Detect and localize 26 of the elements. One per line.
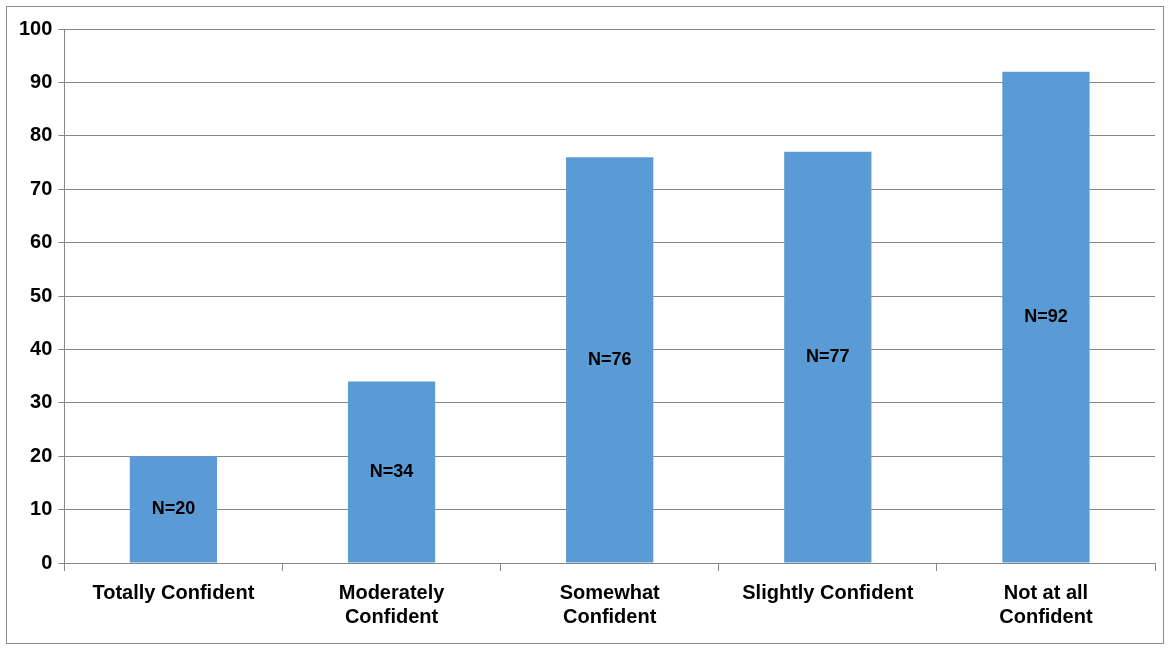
bar — [129, 456, 218, 563]
data-label: N=76 — [587, 348, 632, 369]
data-label: N=20 — [151, 498, 196, 519]
y-tick-label: 70 — [30, 176, 53, 199]
data-label: N=77 — [806, 346, 850, 367]
x-tick-label: Somewhat Confident — [559, 580, 661, 627]
data-label: N=92 — [1024, 306, 1068, 327]
x-tick-label: Not at all Confident — [999, 580, 1093, 627]
y-tick-label: 80 — [30, 123, 53, 146]
y-tick-label: 0 — [41, 550, 53, 573]
bar — [347, 381, 436, 563]
y-tick-label: 60 — [30, 230, 53, 253]
y-tick-label: 40 — [30, 336, 53, 359]
x-tick-label: Totally Confident — [92, 580, 255, 603]
x-tick-label: Moderately Confident — [338, 580, 446, 627]
y-tick-label: 100 — [18, 16, 53, 39]
y-tick-label: 50 — [30, 283, 53, 306]
x-tick-label: Slightly Confident — [742, 580, 914, 603]
y-tick-label: 90 — [30, 69, 53, 92]
bar — [784, 151, 872, 563]
bar — [566, 157, 654, 563]
y-tick-label: 30 — [30, 390, 53, 413]
y-tick-label: 10 — [30, 497, 53, 520]
bar — [1002, 71, 1090, 563]
y-tick-label: 20 — [30, 443, 53, 466]
data-label: N=34 — [369, 460, 414, 481]
